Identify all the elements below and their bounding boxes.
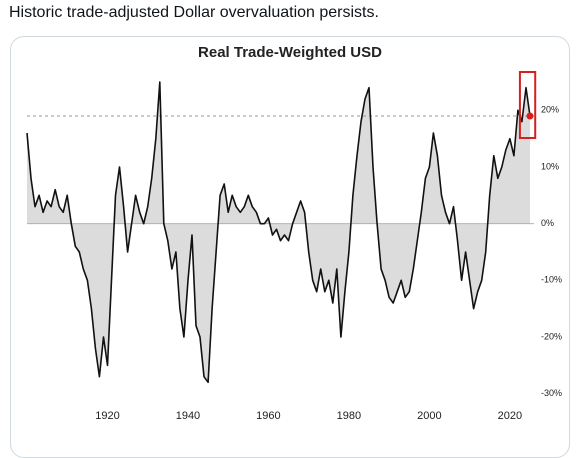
post-text: Historic trade-adjusted Dollar overvalua… bbox=[9, 4, 379, 21]
y-tick-label: -10% bbox=[541, 275, 562, 285]
y-tick-label: -30% bbox=[541, 388, 562, 398]
page: Historic trade-adjusted Dollar overvalua… bbox=[9, 4, 570, 458]
x-tick-label: 2020 bbox=[498, 410, 522, 422]
x-tick-label: 2000 bbox=[417, 410, 441, 422]
highlight-box bbox=[518, 71, 537, 139]
chart-title: Real Trade-Weighted USD bbox=[198, 44, 382, 61]
x-tick-label: 1920 bbox=[95, 410, 119, 422]
y-tick-label: 0% bbox=[541, 218, 554, 228]
x-tick-label: 1960 bbox=[256, 410, 280, 422]
end-marker bbox=[526, 112, 534, 120]
area bbox=[27, 82, 530, 383]
x-tick-label: 1940 bbox=[176, 410, 200, 422]
y-tick-label: 10% bbox=[541, 161, 559, 171]
y-tick-label: 20% bbox=[541, 105, 559, 115]
y-tick-label: -20% bbox=[541, 331, 562, 341]
chart: Real Trade-Weighted USD 20% 10% 0% -10% -20%… bbox=[26, 44, 562, 422]
x-tick-label: 1980 bbox=[337, 410, 361, 422]
line bbox=[26, 81, 531, 384]
